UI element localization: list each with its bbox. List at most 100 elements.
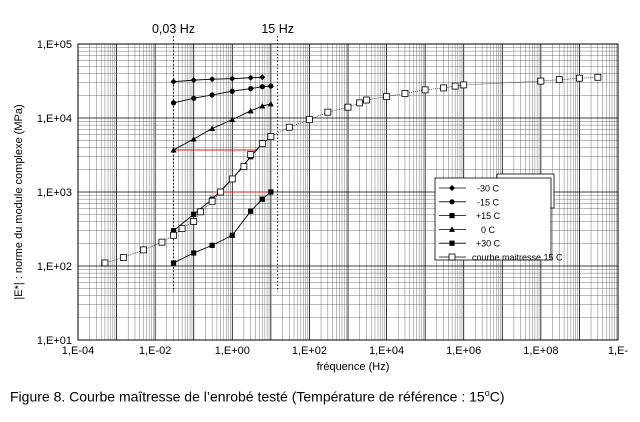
y-tick-label: 1,E+05 [37, 39, 72, 51]
top-annotation: 0,03 Hz [152, 22, 195, 36]
series-0 [170, 74, 266, 85]
data-point [170, 231, 177, 239]
data-point [208, 197, 216, 205]
x-tick-label: 1,E-02 [139, 345, 171, 357]
data-point [101, 259, 109, 267]
data-point [344, 103, 352, 111]
data-point [383, 93, 390, 100]
data-point [555, 76, 563, 84]
data-point [229, 232, 235, 238]
data-point [324, 108, 332, 116]
x-tick-label: 1,E+08 [523, 345, 558, 357]
y-tick-label: 1,E+01 [37, 335, 72, 347]
data-point [217, 188, 225, 196]
data-point [209, 92, 215, 98]
data-point [259, 196, 265, 202]
legend-frame [434, 177, 552, 261]
data-point [401, 89, 409, 97]
legend-label: +30 C [476, 239, 501, 249]
data-point [140, 246, 147, 254]
series-4 [170, 189, 274, 266]
data-point [170, 260, 177, 266]
data-point [229, 88, 235, 94]
data-point [248, 85, 254, 92]
data-point [190, 218, 198, 225]
x-tick-label: 1,E+02 [292, 345, 327, 357]
data-point [268, 83, 274, 89]
caption-superscript: o [484, 388, 490, 398]
data-point [451, 82, 459, 90]
y-tick-label: 1,E+02 [37, 261, 72, 273]
data-point [229, 75, 236, 82]
data-point [158, 238, 166, 246]
data-point [190, 77, 197, 84]
x-tick-label: 1,E+06 [446, 345, 481, 357]
data-point [449, 213, 455, 219]
data-point [594, 73, 602, 81]
data-point [268, 189, 274, 195]
x-tick-label: 1,E+00 [215, 345, 250, 357]
y-axis-label: |E*| : norme du module complexe (MPa) [13, 104, 25, 299]
data-point [191, 211, 197, 217]
data-point [267, 133, 275, 141]
figure-caption: Figure 8. Courbe maîtresse de l’enrobé t… [10, 388, 505, 405]
data-point [449, 240, 455, 246]
legend-label: -30 C [477, 184, 500, 194]
data-point [259, 84, 265, 90]
x-tick-label: 1,E-04 [62, 345, 94, 357]
series-5 [101, 73, 602, 267]
data-point [258, 140, 266, 148]
data-point [247, 107, 254, 114]
data-point [460, 81, 468, 89]
data-point [449, 226, 455, 232]
data-point [259, 74, 266, 81]
caption-text-end: C) [489, 388, 505, 405]
data-point [170, 100, 177, 106]
data-point [259, 103, 266, 109]
data-point [170, 228, 177, 234]
data-point [537, 77, 545, 85]
data-point [306, 116, 313, 124]
legend: -30 C -15 C +15 C 0 C +30 C courbe maitresse … [434, 177, 563, 263]
y-tick-label: 1,E+04 [37, 113, 72, 125]
y-tick-label: 1,E+03 [37, 187, 72, 199]
data-point [356, 99, 364, 107]
plot-frame [77, 43, 619, 341]
data-point [247, 74, 254, 81]
x-tick-label: 1,E- [608, 345, 629, 357]
data-point [267, 100, 274, 107]
data-point [170, 78, 177, 85]
data-point [178, 225, 186, 233]
data-point [440, 84, 447, 92]
data-point [119, 254, 127, 261]
data-point [285, 123, 293, 131]
data-point [209, 242, 215, 248]
chart: 1,E+01 1,E+02 1,E+03 1,E+04 1,E+05 1,E-04 1,E-… [13, 22, 629, 373]
caption-text: Figure 8. Courbe maîtresse de l’enrobé t… [10, 388, 485, 405]
data-point [576, 74, 583, 82]
data-point [197, 208, 204, 216]
data-point [240, 163, 248, 171]
data-point [191, 250, 197, 256]
data-point [209, 76, 216, 83]
data-point [209, 125, 216, 132]
data-point [449, 185, 455, 191]
data-point [170, 146, 177, 153]
data-point [421, 86, 429, 94]
data-point [363, 96, 370, 104]
data-point [247, 151, 255, 159]
top-annotation: 15 Hz [261, 22, 294, 36]
legend-label: -15 C [477, 197, 500, 207]
data-point [191, 95, 197, 101]
x-axis-label: fréquence (Hz) [317, 361, 390, 373]
x-tick-label: 1,E+04 [369, 345, 404, 357]
series-1 [170, 83, 274, 106]
legend-label: courbe maitresse 15 C [472, 253, 563, 263]
legend-label: +15 C [476, 211, 501, 221]
legend-label: 0 C [481, 225, 496, 235]
data-point [449, 199, 455, 205]
series-3 [170, 100, 274, 153]
data-point [448, 253, 456, 261]
data-point [229, 116, 236, 123]
